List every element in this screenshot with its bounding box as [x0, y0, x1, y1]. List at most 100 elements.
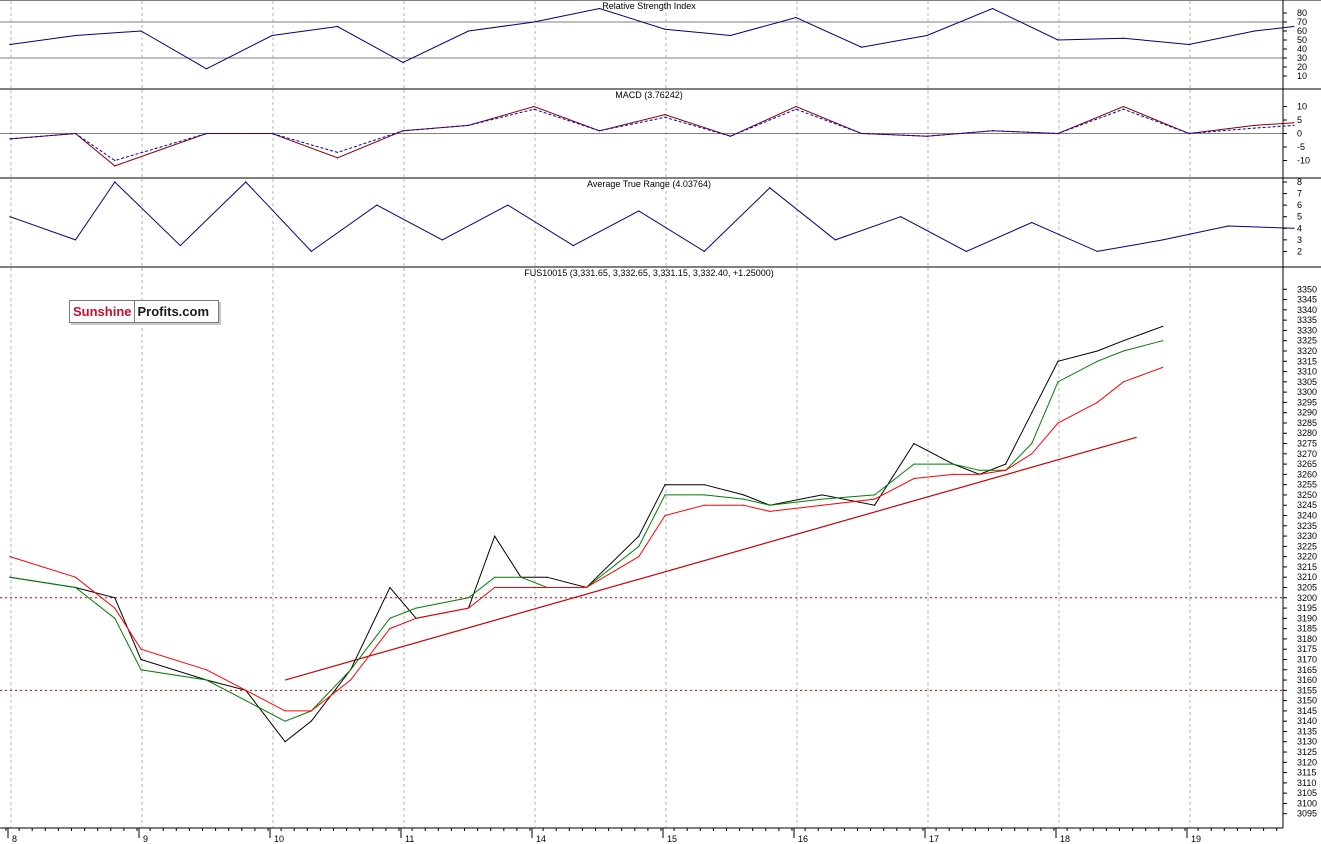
- atr-data-point: [441, 239, 443, 241]
- rsi-data-point: [205, 68, 208, 70]
- macd-data-point: [9, 138, 11, 140]
- macd-data-point: [991, 130, 994, 132]
- rsi-data-point: [271, 34, 273, 37]
- atr-data-point: [703, 250, 705, 253]
- atr-panel-title: Average True Range (4.03764): [587, 179, 711, 189]
- macd-panel-title: MACD (3.76242): [615, 90, 683, 100]
- price-y-tick-label: 3250: [1297, 490, 1317, 500]
- atr-y-tick-label: 4: [1297, 223, 1302, 233]
- price-y-tick-label: 3320: [1297, 346, 1317, 356]
- price-data-point: [638, 545, 640, 547]
- price-y-tick-label: 3145: [1297, 706, 1317, 716]
- atr-y-tick-label: 7: [1297, 189, 1302, 199]
- rsi-data-point: [926, 34, 928, 37]
- price-data-point: [546, 576, 548, 578]
- price-data-point: [284, 741, 286, 743]
- rsi-y-tick-label: 60: [1297, 26, 1307, 36]
- atr-data-point: [638, 210, 640, 212]
- price-data-point: [245, 689, 247, 691]
- price-data-point: [769, 504, 771, 506]
- macd-series-macd: [9, 105, 1294, 167]
- price-y-tick-label: 3265: [1297, 459, 1317, 469]
- price-data-point: [874, 504, 876, 506]
- price-y-tick-label: 3215: [1297, 562, 1317, 572]
- macd-data-point: [1122, 108, 1125, 110]
- sunshine-profits-logo: Sunshine Profits.com: [69, 300, 220, 323]
- price-data-point: [284, 720, 286, 722]
- x-tick-label: 15: [667, 834, 677, 844]
- price-data-point: [140, 658, 142, 661]
- price-data-point: [743, 498, 745, 500]
- macd-data-point: [74, 132, 77, 135]
- rsi-y-tick-label: 10: [1297, 71, 1307, 81]
- price-data-point: [821, 498, 823, 500]
- price-data-point: [1057, 360, 1059, 362]
- atr-series-0: [9, 181, 1294, 253]
- price-data-point: [913, 477, 915, 480]
- rsi-y-tick-label: 70: [1297, 17, 1307, 27]
- macd-data-point: [1122, 105, 1125, 108]
- x-tick-label: 14: [536, 834, 546, 844]
- price-y-tick-label: 3270: [1297, 449, 1317, 459]
- price-panel-title: FUS10015 (3,331.65, 3,332.65, 3,331.15, …: [524, 268, 773, 278]
- macd-y-tick-label: 10: [1297, 102, 1307, 112]
- macd-data-point: [795, 105, 797, 108]
- price-data-point: [585, 586, 588, 589]
- macd-data-point: [729, 135, 732, 137]
- price-data-point: [389, 628, 391, 630]
- price-data-point: [1162, 366, 1164, 369]
- price-data-point: [664, 484, 666, 486]
- price-y-tick-label: 3275: [1297, 439, 1317, 449]
- price-y-tick-label: 3290: [1297, 408, 1317, 418]
- rsi-data-point: [1293, 25, 1295, 28]
- macd-data-point: [336, 157, 339, 159]
- price-y-tick-label: 3285: [1297, 418, 1317, 428]
- atr-data-point: [1293, 227, 1295, 229]
- macd-data-point: [1253, 127, 1256, 129]
- atr-data-point: [572, 245, 574, 247]
- atr-data-point: [376, 204, 378, 206]
- price-y-tick-label: 3305: [1297, 377, 1317, 387]
- price-data-point: [245, 700, 247, 702]
- price-y-tick-label: 3350: [1297, 284, 1317, 294]
- price-data-point: [415, 607, 417, 609]
- price-y-tick-label: 3155: [1297, 685, 1317, 695]
- price-data-point: [638, 556, 640, 558]
- price-y-tick-label: 3110: [1297, 778, 1316, 788]
- price-data-point: [703, 494, 705, 496]
- rsi-data-point: [1253, 30, 1256, 32]
- atr-y-tick-label: 2: [1297, 246, 1302, 256]
- macd-data-point: [598, 130, 601, 132]
- atr-data-point: [310, 250, 312, 253]
- price-y-tick-label: 3315: [1297, 356, 1317, 366]
- price-y-tick-label: 3115: [1297, 768, 1316, 778]
- price-data-point: [494, 586, 496, 589]
- price-data-point: [1122, 350, 1125, 352]
- macd-data-point: [664, 116, 666, 118]
- atr-data-point: [900, 216, 902, 218]
- x-tick-label: 9: [143, 834, 148, 844]
- rsi-data-point: [795, 16, 797, 19]
- rsi-data-point: [991, 7, 994, 10]
- price-data-point: [310, 720, 312, 722]
- price-data-point: [743, 504, 745, 506]
- price-data-point: [114, 597, 116, 599]
- price-data-point: [952, 473, 954, 475]
- price-data-point: [389, 617, 391, 619]
- rsi-data-point: [336, 25, 339, 28]
- price-y-tick-label: 3295: [1297, 397, 1317, 407]
- price-data-point: [703, 484, 705, 486]
- rsi-data-point: [1188, 43, 1190, 46]
- price-y-tick-label: 3185: [1297, 624, 1317, 634]
- atr-y-tick-label: 3: [1297, 235, 1302, 245]
- price-y-tick-label: 3130: [1297, 737, 1317, 747]
- macd-data-point: [533, 105, 535, 108]
- rsi-y-tick-label: 40: [1297, 44, 1307, 54]
- price-data-point: [1057, 422, 1059, 424]
- price-y-tick-label: 3180: [1297, 634, 1317, 644]
- rsi-y-tick-label: 30: [1297, 53, 1307, 63]
- macd-data-point: [926, 135, 928, 137]
- price-data-point: [874, 498, 876, 500]
- price-y-tick-label: 3325: [1297, 336, 1317, 346]
- atr-data-point: [965, 250, 967, 253]
